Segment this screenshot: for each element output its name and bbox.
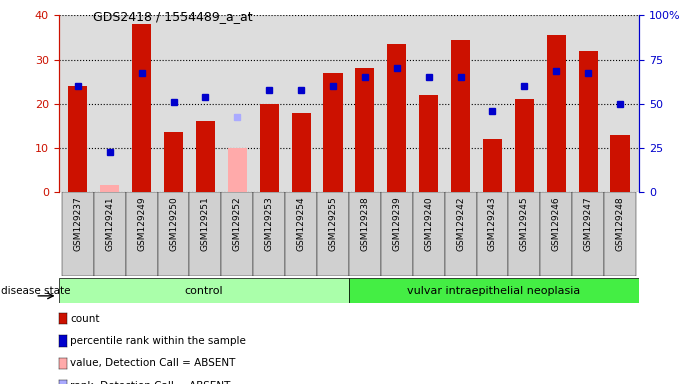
Bar — [540, 192, 572, 276]
Bar — [381, 192, 413, 276]
Text: control: control — [184, 286, 223, 296]
Text: vulvar intraepithelial neoplasia: vulvar intraepithelial neoplasia — [408, 286, 580, 296]
Bar — [164, 132, 183, 192]
Bar — [62, 192, 94, 276]
Bar — [323, 73, 343, 192]
Text: percentile rank within the sample: percentile rank within the sample — [70, 336, 247, 346]
Bar — [94, 192, 126, 276]
Text: value, Detection Call = ABSENT: value, Detection Call = ABSENT — [70, 358, 236, 368]
Bar — [254, 192, 285, 276]
Bar — [355, 68, 375, 192]
Bar — [285, 192, 317, 276]
Bar — [189, 192, 221, 276]
Bar — [477, 192, 509, 276]
Text: GSM129248: GSM129248 — [616, 196, 625, 251]
Bar — [572, 192, 604, 276]
Bar — [349, 278, 639, 303]
Bar — [292, 113, 311, 192]
Text: GSM129243: GSM129243 — [488, 196, 497, 251]
Text: GSM129239: GSM129239 — [392, 196, 401, 251]
Text: count: count — [70, 314, 100, 324]
Bar — [132, 24, 151, 192]
Text: GSM129255: GSM129255 — [328, 196, 337, 251]
Bar — [604, 192, 636, 276]
Bar — [196, 121, 215, 192]
Text: GSM129237: GSM129237 — [73, 196, 82, 251]
Bar — [451, 40, 470, 192]
Bar — [228, 148, 247, 192]
Text: disease state: disease state — [1, 286, 70, 296]
Text: GSM129241: GSM129241 — [105, 196, 114, 251]
Text: rank, Detection Call = ABSENT: rank, Detection Call = ABSENT — [70, 381, 231, 384]
Bar — [515, 99, 534, 192]
Text: GSM129240: GSM129240 — [424, 196, 433, 251]
Bar — [68, 86, 88, 192]
Bar — [547, 35, 566, 192]
Bar — [509, 192, 540, 276]
Text: GSM129249: GSM129249 — [137, 196, 146, 251]
Bar — [158, 192, 189, 276]
Text: GSM129242: GSM129242 — [456, 196, 465, 251]
Text: GSM129250: GSM129250 — [169, 196, 178, 251]
Text: GSM129253: GSM129253 — [265, 196, 274, 251]
Bar — [610, 135, 630, 192]
Bar — [578, 51, 598, 192]
Bar — [413, 192, 444, 276]
Bar — [444, 192, 477, 276]
Bar — [349, 192, 381, 276]
Text: GSM129246: GSM129246 — [551, 196, 561, 251]
Text: GSM129238: GSM129238 — [361, 196, 370, 251]
Text: GSM129245: GSM129245 — [520, 196, 529, 251]
Bar — [317, 192, 349, 276]
Bar — [483, 139, 502, 192]
Text: GSM129254: GSM129254 — [296, 196, 305, 251]
Bar — [221, 192, 254, 276]
Text: GSM129247: GSM129247 — [584, 196, 593, 251]
Bar — [126, 192, 158, 276]
Bar — [59, 278, 349, 303]
Bar — [419, 95, 438, 192]
Text: GDS2418 / 1554489_a_at: GDS2418 / 1554489_a_at — [93, 10, 253, 23]
Text: GSM129252: GSM129252 — [233, 196, 242, 251]
Bar — [100, 185, 120, 192]
Text: GSM129251: GSM129251 — [201, 196, 210, 251]
Bar — [387, 44, 406, 192]
Bar — [260, 104, 278, 192]
